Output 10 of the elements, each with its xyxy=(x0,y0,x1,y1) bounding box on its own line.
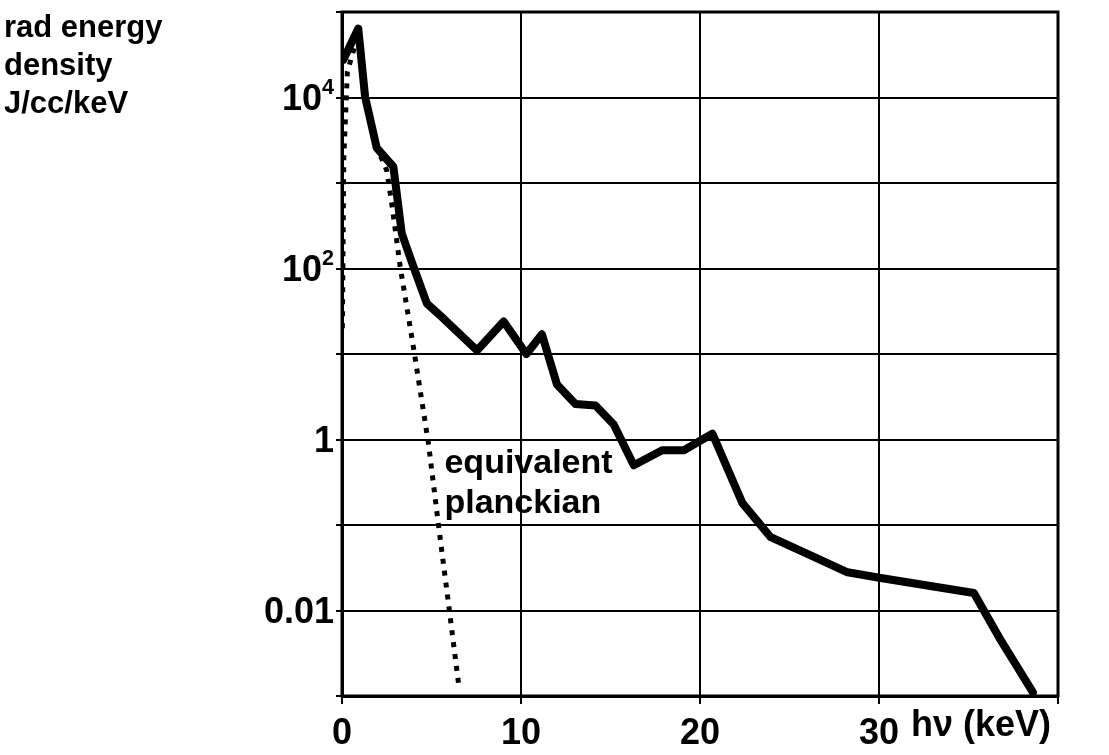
y-tick-label: 1 xyxy=(313,418,334,460)
y-tick-label: 10$^{4}$ xyxy=(281,74,334,118)
x-tick-label: 20 xyxy=(679,710,721,752)
x-axis-title: hν (keV) xyxy=(911,702,1052,744)
x-tick-label: 0 xyxy=(331,710,353,752)
y-tick-label: 10$^{2}$ xyxy=(281,245,334,289)
x-tick-label: 30 xyxy=(858,710,900,752)
x-tick-label: 10 xyxy=(500,710,542,752)
y-axis-title: rad energy density J/cc/keV xyxy=(4,8,164,122)
y-tick-label: 0.01 xyxy=(263,589,334,631)
